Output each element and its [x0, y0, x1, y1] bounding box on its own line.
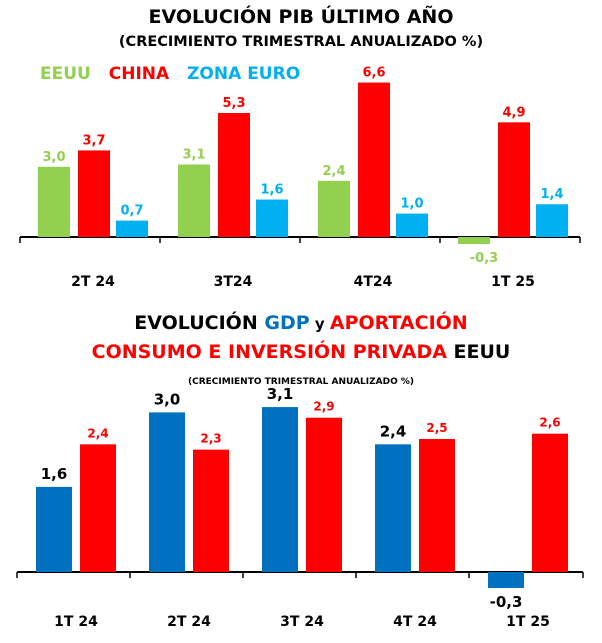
chart1-bar-china	[498, 122, 530, 237]
chart1-data-label: 3,0	[42, 150, 65, 165]
chart2-data-label: 2,6	[539, 416, 560, 430]
legend-eeuu: EEUU	[40, 64, 91, 84]
chart1-data-label: 6,6	[362, 66, 385, 81]
chart2-category-label: 4T 24	[393, 614, 437, 630]
chart1-bar-zona-euro	[396, 213, 428, 237]
chart1-category-label: 2T 24	[71, 274, 115, 290]
chart1-data-label: 4,9	[502, 105, 525, 120]
chart2-bar-gdp	[375, 444, 411, 572]
chart1-data-label: 1,6	[260, 183, 283, 198]
chart1-category-label: 4T24	[354, 274, 393, 290]
legend-china: CHINA	[108, 64, 170, 84]
chart1-data-label: 3,7	[82, 133, 105, 148]
chart2-title-part-y: y	[309, 315, 330, 333]
chart2-data-label: 2,4	[380, 422, 407, 440]
chart1-bar-china	[78, 150, 110, 237]
chart2-bar-consumo	[419, 439, 455, 572]
chart1-bar-zona-euro	[116, 220, 148, 237]
chart1-category-label: 1T 25	[491, 274, 535, 290]
chart2-subtitle: (CRECIMIENTO TRIMESTRAL ANUALIZADO %)	[187, 377, 415, 387]
chart2-title-part-gdp: GDP	[264, 312, 310, 334]
chart2-data-label: 2,4	[87, 426, 108, 440]
chart2-data-label: 3,0	[154, 390, 181, 408]
chart1-data-label: 3,1	[182, 147, 205, 162]
chart1-title: EVOLUCIÓN PIB ÚLTIMO AÑO	[148, 6, 454, 28]
chart2-bar-consumo	[532, 433, 568, 572]
chart1-data-label: 5,3	[222, 96, 245, 111]
chart2-data-label: -0,3	[490, 593, 523, 611]
chart2-bar-gdp	[488, 572, 524, 588]
chart2-title-line2: CONSUMO E INVERSIÓN PRIVADA EEUU	[0, 341, 602, 363]
chart2-category-label: 2T 24	[167, 614, 211, 630]
chart2-data-label: 2,3	[200, 432, 221, 446]
chart2-title-part-1: EVOLUCIÓN	[134, 312, 265, 334]
chart1-bar-eeuu	[178, 164, 210, 237]
chart2-title-line1: EVOLUCIÓN GDP y APORTACIÓN	[0, 312, 602, 334]
chart2-title-part-aportacion: APORTACIÓN	[329, 312, 468, 334]
chart1-subtitle: (CRECIMIENTO TRIMESTRAL ANUALIZADO %)	[118, 34, 484, 50]
chart2-title2-part-1: CONSUMO E INVERSIÓN PRIVADA	[91, 341, 454, 363]
chart2-category-label: 1T 24	[54, 614, 98, 630]
chart2-bar-consumo	[306, 417, 342, 572]
chart2-bar-gdp	[149, 412, 185, 572]
chart2-category-label: 1T 25	[506, 614, 550, 630]
chart2-data-label: 2,5	[426, 421, 447, 435]
chart2-category-label: 3T 24	[280, 614, 324, 630]
chart2-bar-gdp	[262, 407, 298, 572]
chart2-bar-consumo	[193, 449, 229, 572]
chart1-bar-china	[358, 82, 390, 237]
chart2-bar-gdp	[36, 486, 72, 572]
chart1-bar-china	[218, 112, 250, 237]
chart1-data-label: 2,4	[322, 164, 345, 179]
chart2-data-label: 1,6	[41, 465, 68, 483]
chart1-bar-zona-euro	[536, 204, 568, 237]
chart1-bar-eeuu	[318, 180, 350, 237]
chart2-bar-consumo	[80, 444, 116, 572]
chart1-category-label: 3T24	[214, 274, 253, 290]
chart2-data-label: 3,1	[267, 385, 294, 403]
chart1-bar-eeuu	[458, 237, 490, 245]
chart1-bar-zona-euro	[256, 199, 288, 237]
chart2-title2-part-eeuu: EEUU	[453, 341, 511, 363]
chart1-data-label: 1,0	[400, 197, 423, 212]
legend-zona-euro: ZONA EURO	[187, 64, 301, 84]
chart1-data-label: 0,7	[120, 204, 143, 219]
chart1-data-label: -0,3	[470, 251, 498, 266]
chart1-data-label: 1,4	[540, 187, 563, 202]
chart2-data-label: 2,9	[313, 400, 334, 414]
chart1-bar-eeuu	[38, 166, 70, 237]
chart1-legend: EEUU CHINA ZONA EURO	[40, 64, 312, 84]
